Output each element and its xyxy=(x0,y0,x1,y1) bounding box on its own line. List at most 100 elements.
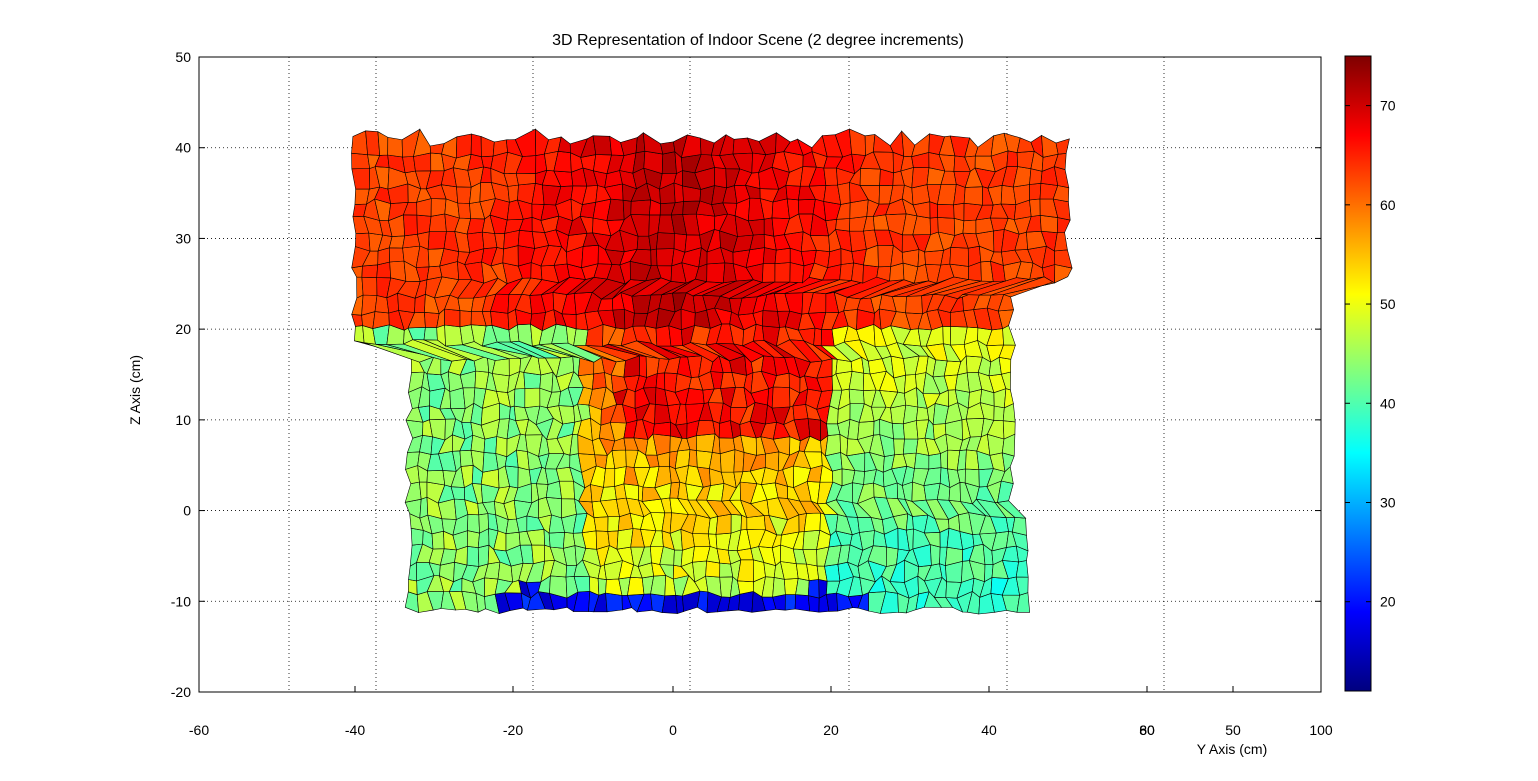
surface-patch xyxy=(762,311,779,328)
surface-patch xyxy=(458,203,471,219)
surface-patch xyxy=(429,214,446,232)
x-tick-label: 100 xyxy=(1309,722,1333,738)
surface-patch xyxy=(445,325,463,346)
surface-patch xyxy=(514,389,525,408)
surface-patch xyxy=(411,528,423,545)
surface-patch xyxy=(915,453,929,469)
surface-patch xyxy=(478,545,489,566)
y-tick-label: 10 xyxy=(175,412,191,428)
surface-patch xyxy=(925,250,944,265)
y-axis-label: Z Axis (cm) xyxy=(127,355,143,425)
surface-patch xyxy=(849,389,864,404)
surface-patch xyxy=(612,450,626,469)
y-tick-label: 0 xyxy=(183,503,191,519)
surface-patch xyxy=(608,517,620,532)
surface-patch xyxy=(424,327,437,340)
surface-patch xyxy=(492,359,509,376)
surface-patch xyxy=(656,233,674,249)
surface-patch xyxy=(471,134,481,157)
surface-patch xyxy=(804,513,820,532)
surface-patch xyxy=(814,328,822,346)
surface-patch xyxy=(930,217,938,234)
surface-patch xyxy=(417,215,431,234)
surface-patch xyxy=(999,357,1011,374)
surface-patch xyxy=(420,497,428,518)
surface-patch xyxy=(747,516,766,530)
surface-patch xyxy=(656,249,674,266)
surface-patch xyxy=(773,577,786,597)
surface-patch xyxy=(954,203,965,221)
surface-patch xyxy=(582,245,599,268)
surface-patch xyxy=(785,595,795,611)
surface-patch xyxy=(906,296,923,314)
surface-patch xyxy=(456,134,471,158)
surface-patch xyxy=(389,248,404,262)
surface-patch xyxy=(428,232,446,250)
surface-patch xyxy=(860,168,880,185)
surface-patch xyxy=(403,157,416,173)
x-tick-label: -40 xyxy=(345,722,365,738)
colorbar-tick-label: 50 xyxy=(1380,296,1396,312)
colorbar-tick-label: 30 xyxy=(1380,494,1396,510)
surface-patch xyxy=(366,131,380,156)
surface-patch xyxy=(852,263,864,283)
y-tick-label: 50 xyxy=(175,49,191,65)
surface-patch xyxy=(950,247,969,266)
surface-patch xyxy=(796,578,810,595)
surface-patch xyxy=(1040,215,1058,232)
surface-patch xyxy=(706,561,720,577)
surface-patch xyxy=(892,423,904,439)
surface-patch xyxy=(427,470,445,485)
x-tick-label: -20 xyxy=(503,722,523,738)
surface-patch xyxy=(929,454,941,469)
surface-patch xyxy=(468,514,480,533)
y-tick-label: -10 xyxy=(171,593,191,609)
surface-patch xyxy=(937,184,956,205)
surface-patch xyxy=(762,264,775,283)
surface-patch xyxy=(836,219,850,232)
surface-patch xyxy=(458,298,474,312)
surface-patch xyxy=(938,217,955,235)
surface-patch xyxy=(765,452,779,471)
surface-patch xyxy=(848,419,859,439)
x-axis-ticks: -60 -40 -20 0 20 40 6080 50 100 xyxy=(189,686,1333,738)
colorbar-tick-label: 40 xyxy=(1380,395,1396,411)
surface-patch xyxy=(651,249,657,266)
surface-patch xyxy=(894,439,905,455)
surface-patch xyxy=(824,168,838,185)
surface-patch xyxy=(549,532,565,548)
surface-patch xyxy=(963,220,976,234)
surface-patch xyxy=(1030,199,1041,217)
y-tick-label: 30 xyxy=(175,230,191,246)
y-tick-label: 20 xyxy=(175,321,191,337)
colorbar xyxy=(1345,56,1371,691)
x-axis-label: Y Axis (cm) xyxy=(1197,741,1268,757)
surface-patch xyxy=(593,136,612,155)
surface-patch xyxy=(912,167,929,188)
surface-patch xyxy=(716,514,731,534)
surface-patch xyxy=(624,484,639,500)
surface-patch xyxy=(786,185,800,200)
surface-patch xyxy=(388,137,403,157)
surface-patch xyxy=(362,277,377,295)
surface-patch xyxy=(662,595,677,613)
surface-patch xyxy=(696,420,715,435)
surface-patch xyxy=(808,596,819,613)
surface-patch xyxy=(656,373,665,390)
surface-patch xyxy=(508,185,519,202)
surface-patch xyxy=(798,199,815,214)
surface-patch xyxy=(516,173,536,185)
surface-patch xyxy=(825,434,840,455)
surface-patch xyxy=(352,153,370,169)
surface-patch xyxy=(912,185,930,205)
surface-patch xyxy=(943,326,951,345)
surface-patch xyxy=(496,437,507,457)
surface-patch xyxy=(775,263,790,283)
surface-patch xyxy=(431,199,446,217)
surface-patch xyxy=(795,595,810,612)
y-tick-label: -20 xyxy=(171,684,191,700)
surface-patch xyxy=(825,564,840,581)
surface-patch xyxy=(606,593,623,612)
surface-patch xyxy=(853,471,865,485)
surface-patch xyxy=(592,373,606,390)
